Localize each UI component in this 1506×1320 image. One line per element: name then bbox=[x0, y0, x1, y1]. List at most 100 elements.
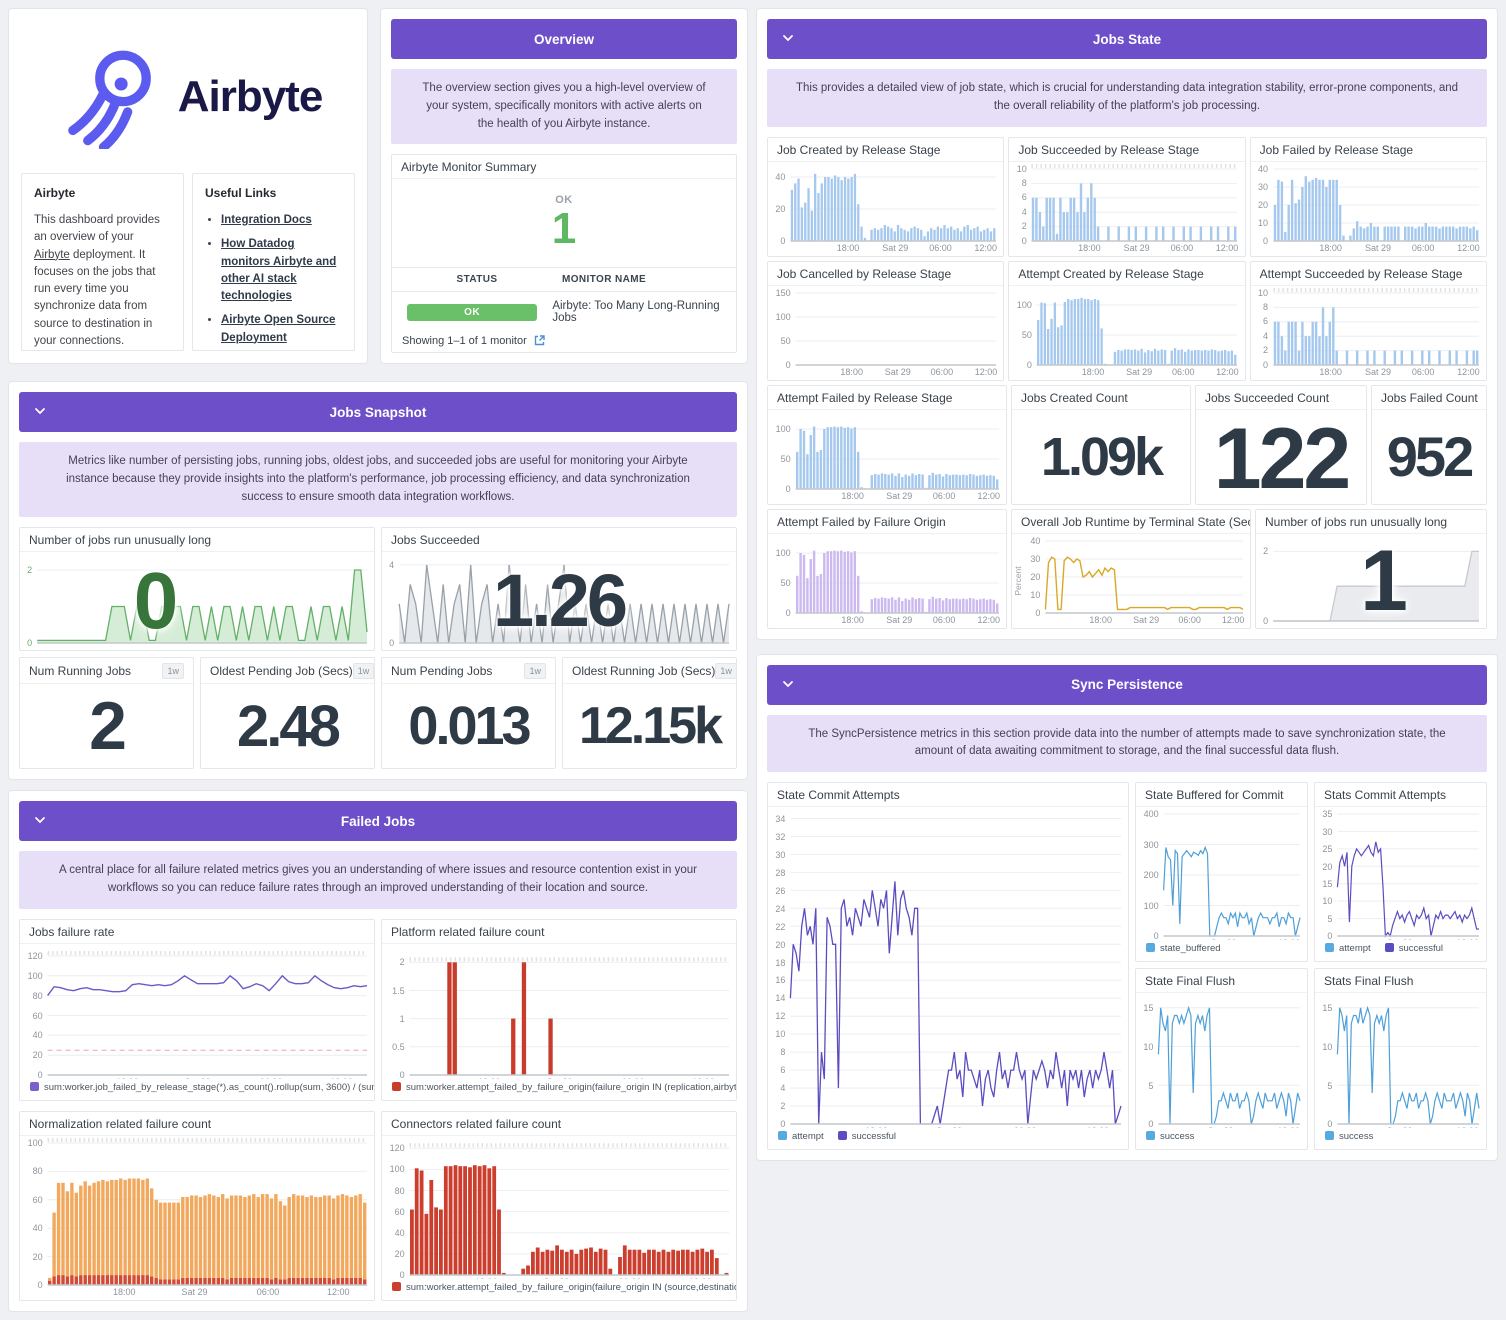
chevron-down-icon[interactable] bbox=[781, 677, 795, 691]
y-tick: 20 bbox=[32, 1050, 43, 1061]
chart-connectors-failure[interactable]: 0 20 40 60 80 100 120 18:00 Sat 29 06:00 12:00 bbox=[382, 1136, 736, 1279]
y-tick: 0.5 bbox=[392, 1041, 405, 1052]
overview-header[interactable]: Overview bbox=[391, 19, 737, 59]
x-tick: 18:00 bbox=[840, 366, 863, 377]
chart-attempt-failed-release[interactable]: 0 50 100 18:00 Sat 29 06:00 12:00 bbox=[768, 410, 1006, 504]
chart-unusually-long-state[interactable]: 0 2 1 bbox=[1256, 534, 1486, 628]
logo-dot bbox=[114, 77, 128, 91]
chart-attempt-failed-origin[interactable]: 0 50 100 18:00 Sat 29 06:00 12:00 bbox=[768, 534, 1006, 628]
chart-normalization-failure[interactable]: 0 20 40 60 80 100 18:00 Sat 29 06:00 12:00 bbox=[20, 1136, 374, 1300]
failed-jobs-row-1: Jobs failure rate 02040608010012018:00Sa… bbox=[19, 919, 737, 1102]
failed-jobs-header[interactable]: Failed Jobs bbox=[19, 801, 737, 842]
chart-state-commit[interactable]: 024681012141618202224262830323418:00Sat … bbox=[768, 807, 1128, 1128]
chart-unusually-long[interactable]: 0 2 0 bbox=[20, 552, 374, 650]
y-tick: 10 bbox=[1143, 1041, 1154, 1052]
y-tick: 300 bbox=[1143, 839, 1159, 850]
chart-state-buffered[interactable]: 0 100 200 300 400 Sat 29 12:00 bbox=[1136, 807, 1307, 940]
x-tick: 12:00 bbox=[327, 1287, 350, 1298]
x-tick: Sat 29 bbox=[547, 1077, 573, 1079]
y-tick: 18 bbox=[775, 957, 786, 968]
sync-persistence-header[interactable]: Sync Persistence bbox=[767, 664, 1487, 705]
chart-panel-overall-runtime: Overall Job Runtime by Terminal State (S… bbox=[1011, 508, 1251, 629]
x-tick: 12:00 bbox=[689, 1277, 712, 1279]
chart-panel-connectors-failure: Connectors related failure count 0 20 40 60… bbox=[381, 1111, 737, 1302]
y-tick: 4 bbox=[1021, 206, 1027, 217]
chart-jobs-failure-rate[interactable]: 0 20 40 60 80 100 120 18:00 Sat 29 06:00 12:00 bbox=[20, 944, 374, 1079]
chart-canvas bbox=[398, 564, 730, 645]
chart-legend: attempt successful bbox=[768, 1128, 1128, 1149]
chart-stats-final-flush[interactable]: 0 5 10 15 Sat 29 12:00 bbox=[1315, 993, 1486, 1128]
airbyte-logo: Airbyte bbox=[21, 21, 355, 173]
jobs-state-header[interactable]: Jobs State bbox=[767, 19, 1487, 59]
panel-title: Oldest Pending Job (Secs) bbox=[210, 664, 353, 679]
legend-item[interactable]: attempt bbox=[1325, 943, 1371, 954]
legend-item[interactable]: successful bbox=[837, 1131, 896, 1142]
list-item: Airbyte Open Source Deployment bbox=[221, 312, 342, 347]
y-tick: 80 bbox=[32, 990, 43, 1001]
chevron-down-icon[interactable] bbox=[33, 404, 47, 418]
query-value: 12.15k bbox=[578, 697, 723, 756]
x-tick: 12:00 bbox=[1278, 938, 1301, 940]
list-item: How Datadog monitors Airbyte and other A… bbox=[221, 236, 342, 305]
y-tick: 100 bbox=[775, 311, 791, 322]
query-value: 2 bbox=[89, 688, 127, 765]
chart-panel-attempt-succeeded: Attempt Succeeded by Release Stage 0 2 4 6 8… bbox=[1249, 260, 1487, 381]
chart-overall-runtime[interactable]: 0 10 20 30 40 18:00 Sat 29 06:00 12:00 Percent bbox=[1012, 534, 1250, 628]
y-tick: 12 bbox=[775, 1011, 786, 1022]
legend-item[interactable]: successful bbox=[1384, 943, 1443, 954]
legend-item[interactable]: attempt bbox=[778, 1131, 824, 1142]
external-link-icon[interactable] bbox=[533, 334, 546, 347]
y-tick: 200 bbox=[1143, 870, 1159, 881]
y-tick: 0 bbox=[389, 638, 395, 649]
legend-item[interactable]: sum:worker.job_failed_by_release_stage(*… bbox=[30, 1082, 374, 1093]
legend-item[interactable]: sum:worker.attempt_failed_by_failure_ori… bbox=[392, 1082, 736, 1093]
about-airbyte-link[interactable]: Airbyte bbox=[34, 248, 70, 261]
chart-job-cancelled[interactable]: 0 50 100 150 18:00 Sat 29 06:00 12:00 bbox=[768, 286, 1003, 380]
legend-item[interactable]: success bbox=[1146, 1131, 1194, 1142]
x-tick: Sat 29 bbox=[884, 366, 911, 377]
chart-panel-job-created: Job Created by Release Stage 0 20 40 18:00 S… bbox=[767, 136, 1005, 257]
chevron-down-icon[interactable] bbox=[33, 813, 47, 827]
status-cell: OK bbox=[392, 303, 552, 321]
y-tick: 5 bbox=[1327, 913, 1333, 924]
y-tick: 5 bbox=[1148, 1080, 1154, 1091]
y-tick: 1 bbox=[399, 1013, 405, 1024]
chevron-down-icon[interactable] bbox=[781, 31, 795, 45]
chart-state-final-flush[interactable]: 0 5 10 15 Sat 29 12:00 bbox=[1136, 993, 1307, 1128]
chart-attempt-created[interactable]: 0 50 100 18:00 Sat 29 06:00 12:00 bbox=[1009, 286, 1244, 380]
chart-platform-failure[interactable]: 0 0.5 1 1.5 2 18:00 Sat 29 06:00 12:00 bbox=[382, 944, 736, 1079]
chart-attempt-succeeded[interactable]: 0 2 4 6 8 10 18:00 Sat 29 06:00 12:00 bbox=[1251, 286, 1486, 380]
x-tick: Sat 29 bbox=[1364, 242, 1391, 253]
y-tick: 40 bbox=[394, 1227, 405, 1238]
x-tick: Sat 29 bbox=[936, 1126, 962, 1128]
link-how-datadog-monitors[interactable]: How Datadog monitors Airbyte and other A… bbox=[221, 238, 337, 302]
x-tick: 18:00 bbox=[475, 1277, 498, 1279]
link-integration-docs[interactable]: Integration Docs bbox=[221, 214, 312, 226]
jobs-snapshot-header[interactable]: Jobs Snapshot bbox=[19, 392, 737, 432]
y-tick: 28 bbox=[775, 867, 786, 878]
monitor-table-row[interactable]: OK Airbyte: Too Many Long-Running Jobs bbox=[392, 292, 736, 332]
legend-item[interactable]: success bbox=[1325, 1131, 1373, 1142]
chart-job-created[interactable]: 0 20 40 18:00 Sat 29 06:00 12:00 bbox=[768, 162, 1003, 256]
chart-job-failed[interactable]: 0 10 20 30 40 18:00 Sat 29 06:00 12:00 bbox=[1251, 162, 1486, 256]
chart-panel-state-commit: State Commit Attempts 0 2 4 6 8 10 12 14 16 18 20 2… bbox=[767, 782, 1129, 1151]
y-tick: 0 bbox=[1035, 607, 1041, 618]
y-tick: 10 bbox=[1030, 589, 1041, 600]
x-tick: Sat 29 bbox=[1387, 938, 1413, 940]
monitor-name[interactable]: Airbyte: Too Many Long-Running Jobs bbox=[552, 300, 720, 325]
chart-canvas bbox=[47, 1138, 367, 1286]
chart-job-succeeded[interactable]: 0 2 4 6 8 10 18:00 Sat 29 06:00 12:00 bbox=[1009, 162, 1244, 256]
legend-item[interactable]: sum:worker.attempt_failed_by_failure_ori… bbox=[392, 1282, 736, 1293]
y-tick: 2 bbox=[780, 1101, 786, 1112]
chart-jobs-succeeded[interactable]: 0 4 1.26 bbox=[382, 552, 736, 650]
overview-section: Overview The overview section gives you … bbox=[380, 8, 748, 364]
value-panel-jobs-failed-count: Jobs Failed Count 952 bbox=[1371, 384, 1487, 505]
link-open-source-deployment[interactable]: Airbyte Open Source Deployment bbox=[221, 314, 336, 344]
legend-item[interactable]: state_buffered bbox=[1146, 943, 1221, 954]
y-tick: 2 bbox=[27, 565, 33, 576]
y-tick: 80 bbox=[32, 1166, 43, 1177]
chart-stats-commit[interactable]: 0 5 10 15 20 25 30 35 Sat 29 12:00 bbox=[1315, 807, 1486, 940]
y-tick: 2 bbox=[1021, 221, 1027, 232]
value-panel-jobs-created-count: Jobs Created Count 1.09k bbox=[1011, 384, 1191, 505]
panel-title: Attempt Failed by Release Stage bbox=[768, 386, 1006, 410]
